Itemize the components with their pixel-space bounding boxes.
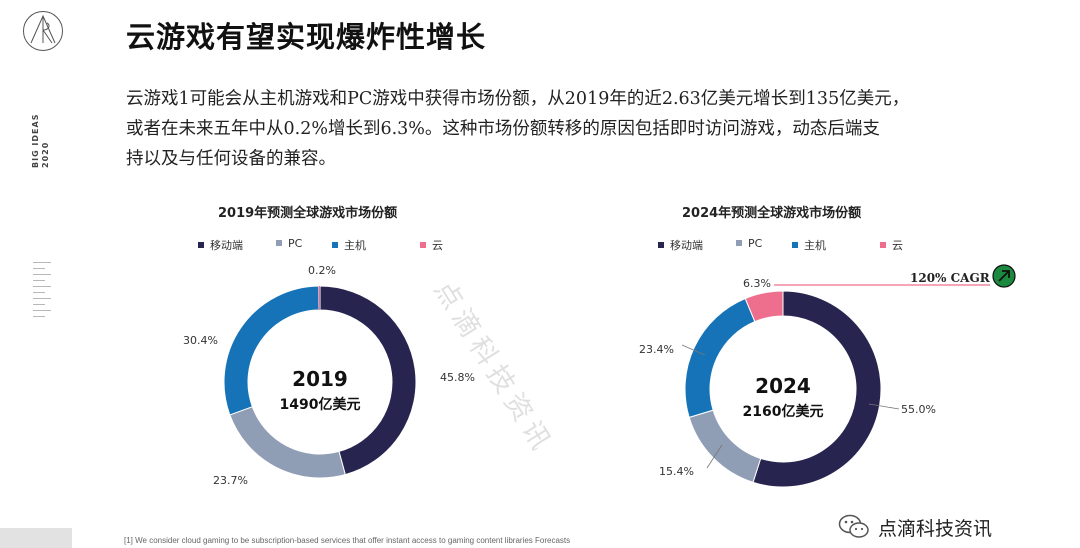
cagr-annotation: 120% CAGR — [774, 264, 1016, 288]
slice-console — [684, 297, 756, 418]
cagr-label: 120% CAGR — [910, 271, 991, 285]
footnote: [1] We consider cloud gaming to be subsc… — [124, 536, 571, 545]
wechat-label: 点滴科技资讯 — [878, 517, 993, 540]
legend-item-mobile: 移动端 — [658, 237, 703, 253]
intro-paragraph: 云游戏1可能会从主机游戏和PC游戏中获得市场份额，从2019年的近2.63亿美元… — [126, 84, 1026, 174]
data-label-console: 23.4% — [639, 343, 674, 356]
data-label-mobile: 45.8% — [440, 371, 475, 384]
slice-pc — [688, 409, 762, 483]
leader-line-console — [681, 344, 706, 356]
data-label-console: 30.4% — [183, 334, 218, 347]
brand-logo — [23, 11, 63, 51]
data-label-pc: 15.4% — [659, 465, 694, 478]
legend-item-cloud: 云 — [420, 237, 443, 253]
corner-block — [0, 528, 72, 548]
leader-line-pc — [706, 444, 723, 469]
slice-console — [223, 285, 320, 416]
data-label-pc: 23.7% — [213, 474, 248, 487]
slice-mobile — [752, 290, 882, 488]
chart-2019-title: 2019年预测全球游戏市场份额 — [218, 206, 398, 221]
leader-line-mobile — [868, 403, 900, 410]
data-label-mobile: 55.0% — [901, 403, 936, 416]
donut-2019: 45.8% 23.7% 30.4% 0.2% 2019 1490亿美元 — [183, 264, 475, 487]
slice-cloud — [318, 286, 320, 311]
wechat-badge: 点滴科技资讯 — [838, 512, 992, 542]
arrow-up-right-icon — [998, 270, 1010, 282]
wechat-icon — [838, 514, 869, 538]
page-title: 云游戏有望实现爆炸性增长 — [126, 20, 487, 54]
center-year: 2024 — [755, 374, 811, 398]
legend-item-pc: PC — [276, 237, 302, 250]
chart-2024-title: 2024年预测全球游戏市场份额 — [682, 206, 862, 221]
legend-item-console: 主机 — [332, 237, 366, 253]
data-label-cloud: 0.2% — [308, 264, 336, 277]
donut-2024: 55.0% 15.4% 23.4% 6.3% 2024 2160亿美元 — [639, 277, 936, 488]
intro-line-1: 云游戏1可能会从主机游戏和PC游戏中获得市场份额，从2019年的近2.63亿美元… — [126, 89, 910, 109]
data-label-cloud: 6.3% — [743, 277, 771, 290]
legend-item-console: 主机 — [792, 237, 826, 253]
legend-item-cloud: 云 — [880, 237, 903, 253]
center-year: 2019 — [292, 367, 348, 391]
slice-cloud — [744, 290, 784, 323]
center-total: 2160亿美元 — [743, 403, 824, 420]
legend-item-mobile: 移动端 — [198, 237, 243, 253]
slice-pc — [229, 406, 346, 479]
center-total: 1490亿美元 — [280, 396, 361, 413]
sidebar-decoration-lines — [33, 262, 51, 322]
intro-line-2: 或者在未来五年中从0.2%增长到6.3%。这种市场份额转移的原因包括即时访问游戏… — [126, 119, 880, 139]
legend-item-pc: PC — [736, 237, 762, 250]
intro-line-3: 持以及与任何设备的兼容。 — [126, 149, 336, 169]
